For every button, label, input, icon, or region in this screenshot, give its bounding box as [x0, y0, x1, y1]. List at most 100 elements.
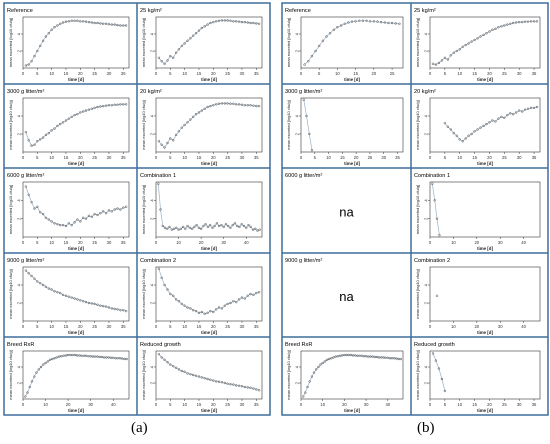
x-tick-label: 30	[498, 240, 503, 245]
data-point	[306, 385, 309, 389]
data-point	[159, 208, 162, 211]
data-point	[183, 42, 186, 45]
x-tick-label: 25	[225, 324, 230, 329]
data-point	[166, 288, 169, 291]
data-point	[84, 300, 88, 304]
data-point	[341, 354, 344, 357]
data-point	[124, 309, 128, 313]
data-point	[506, 23, 509, 26]
panel-title: Reference	[7, 8, 33, 14]
y-tick-label: 4	[149, 32, 154, 35]
x-tick-label: 40	[111, 402, 116, 407]
data-point	[497, 117, 500, 120]
data-point	[93, 106, 96, 110]
data-point	[515, 111, 518, 114]
data-point	[197, 29, 201, 32]
data-point	[361, 19, 365, 22]
data-point	[325, 35, 328, 38]
data-point	[206, 225, 210, 229]
data-point	[203, 377, 206, 380]
x-tick-label: 0	[155, 324, 158, 329]
data-point	[235, 384, 238, 387]
data-point	[305, 114, 308, 118]
data-point	[252, 387, 255, 390]
data-point	[27, 193, 30, 197]
data-point	[67, 222, 71, 225]
data-point	[157, 140, 161, 143]
data-point	[124, 24, 128, 27]
data-point	[255, 291, 258, 295]
data-point	[523, 20, 527, 23]
y-tick-label: 4	[294, 114, 299, 117]
data-point	[157, 56, 161, 59]
series-line	[25, 20, 127, 66]
data-point	[212, 104, 215, 107]
data-point	[79, 299, 82, 302]
x-tick-label: 25	[502, 155, 507, 160]
data-point	[373, 355, 376, 359]
data-point	[197, 311, 201, 315]
x-tick-label: 15	[472, 71, 477, 76]
data-point	[61, 21, 65, 24]
x-tick-label: 15	[197, 402, 202, 407]
data-point	[377, 356, 381, 359]
data-point	[351, 354, 355, 357]
x-tick-label: 10	[49, 240, 54, 245]
data-point	[467, 42, 470, 45]
data-point	[314, 49, 317, 53]
data-point	[376, 20, 379, 23]
data-point	[93, 302, 96, 306]
y-tick-label: 4	[423, 283, 428, 286]
data-point	[500, 25, 503, 28]
series-line	[25, 270, 127, 312]
data-point	[215, 380, 218, 383]
data-point	[39, 44, 42, 48]
data-point	[192, 373, 195, 377]
x-tick-label: 25	[368, 155, 373, 160]
panel-title: Combination 2	[140, 258, 176, 264]
chart-panel: Combination 1 0 10 20 30 40 2 4 time [d] mean exc…	[414, 173, 541, 251]
data-point	[46, 360, 49, 363]
data-point	[229, 19, 232, 22]
data-point	[223, 102, 227, 105]
data-point	[161, 224, 165, 228]
data-point	[302, 98, 305, 102]
data-point	[494, 27, 497, 31]
x-tick-label: 10	[326, 155, 331, 160]
data-point	[209, 309, 212, 313]
data-point	[78, 354, 81, 357]
x-tick-label: 0	[429, 71, 432, 76]
panel-title: Reduced growth	[140, 342, 181, 348]
na-label: na	[339, 289, 354, 304]
data-point	[177, 228, 180, 231]
x-axis-label: time [d]	[201, 408, 217, 413]
data-point	[206, 105, 209, 109]
data-point	[107, 306, 111, 309]
data-point	[163, 283, 166, 287]
data-point	[458, 138, 461, 141]
data-point	[212, 20, 215, 24]
data-point	[245, 226, 248, 230]
data-point	[479, 35, 482, 38]
data-point	[223, 304, 227, 307]
data-point	[449, 54, 452, 57]
data-point	[246, 104, 249, 107]
y-tick-label: 2	[16, 301, 21, 304]
data-point	[27, 139, 30, 142]
x-tick-label: 35	[532, 402, 537, 407]
data-point	[204, 223, 207, 226]
data-point	[518, 20, 521, 24]
x-tick-label: 25	[225, 71, 230, 76]
data-point	[256, 229, 259, 232]
x-tick-label: 30	[517, 71, 522, 76]
data-point	[521, 20, 524, 24]
data-point	[252, 21, 255, 25]
data-point	[73, 113, 76, 117]
data-point	[100, 355, 104, 359]
x-tick-label: 40	[521, 324, 526, 329]
data-point	[47, 131, 50, 135]
data-point	[42, 363, 45, 366]
data-point	[24, 269, 28, 272]
data-point	[110, 210, 114, 213]
x-tick-label: 5	[36, 240, 39, 245]
